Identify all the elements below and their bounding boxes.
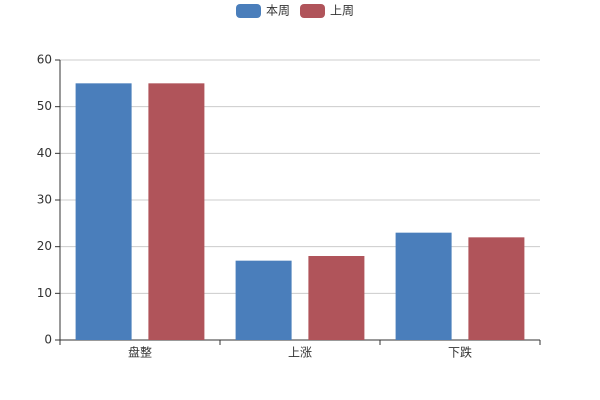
x-tick-label: 盘整 — [128, 345, 152, 360]
y-tick-label: 40 — [37, 146, 52, 160]
y-tick-label: 60 — [37, 53, 52, 67]
y-tick-label: 30 — [37, 193, 52, 207]
y-tick-label: 0 — [44, 333, 52, 347]
bar — [395, 232, 452, 340]
legend-swatch[interactable] — [300, 4, 325, 18]
y-tick-label: 20 — [37, 239, 52, 253]
bar — [148, 83, 205, 340]
y-tick-label: 10 — [37, 286, 52, 300]
legend-label[interactable]: 上周 — [330, 4, 354, 18]
y-tick-label: 50 — [37, 99, 52, 113]
bar — [235, 260, 292, 340]
legend-label[interactable]: 本周 — [266, 4, 290, 18]
bar — [308, 256, 365, 340]
legend-swatch[interactable] — [236, 4, 261, 18]
x-tick-label: 上涨 — [288, 345, 312, 360]
x-tick-label: 下跌 — [448, 345, 472, 360]
bar — [468, 237, 525, 340]
bar — [75, 83, 132, 340]
